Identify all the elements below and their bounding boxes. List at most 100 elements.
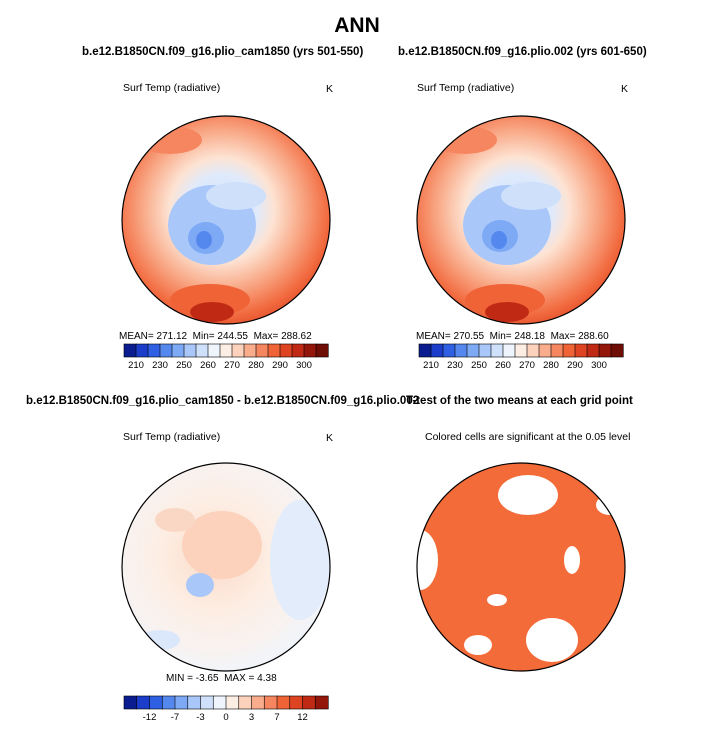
panel-2-colorbar: 210 230 250 260 270 280 290 300 <box>418 343 624 371</box>
panel-3-variable: Surf Temp (radiative) <box>123 431 221 443</box>
colorbar-cell <box>538 343 552 358</box>
panel-1-units: K <box>326 83 334 95</box>
colorbar-cell <box>289 695 304 710</box>
max-label: Max= <box>550 331 576 342</box>
panel-2-stats: MEAN= 270.55 Min= 248.18 Max= 288.60 <box>416 331 609 342</box>
colorbar-cell <box>574 343 588 358</box>
colorbar-tick-label: 270 <box>519 360 535 371</box>
max-value: 288.60 <box>578 331 609 342</box>
colorbar-cell <box>454 343 468 358</box>
colorbar-cell <box>207 343 221 358</box>
colorbar-cell <box>136 695 151 710</box>
colorbar-tick-label: 7 <box>274 712 279 723</box>
panel-2-map <box>416 115 626 325</box>
panel-2-title: b.e12.B1850CN.f09_g16.plio.002 (yrs 601-… <box>398 46 647 58</box>
panel-4-field <box>417 463 625 671</box>
colorbar-cell <box>586 343 600 358</box>
colorbar-tick-label: 260 <box>200 360 216 371</box>
colorbar-tick-label: 300 <box>591 360 607 371</box>
colorbar-cell <box>212 695 227 710</box>
panel-2-units: K <box>621 83 629 95</box>
diff-min-value: -3.65 <box>195 673 219 684</box>
colorbar-cell <box>598 343 612 358</box>
colorbar-cell <box>174 695 189 710</box>
colorbar-cell <box>291 343 305 358</box>
mean-label: MEAN= <box>416 331 451 342</box>
colorbar-tick-label: -3 <box>196 712 204 723</box>
diff-max-value: 4.38 <box>257 673 277 684</box>
colorbar-cell <box>562 343 576 358</box>
colorbar-cell <box>147 343 161 358</box>
colorbar-cell <box>315 343 329 358</box>
colorbar-tick-label: 260 <box>495 360 511 371</box>
mean-label: MEAN= <box>119 331 154 342</box>
colorbar-cell <box>550 343 564 358</box>
colorbar-tick-label: 210 <box>423 360 439 371</box>
panel-1-title: b.e12.B1850CN.f09_g16.plio_cam1850 (yrs … <box>82 46 364 58</box>
colorbar-tick-label: 3 <box>249 712 254 723</box>
colorbar-tick-label: -12 <box>143 712 157 723</box>
colorbar-cell <box>195 343 209 358</box>
colorbar-cell <box>255 343 269 358</box>
colorbar-tick-label: 230 <box>152 360 168 371</box>
panel-2-variable: Surf Temp (radiative) <box>417 82 515 94</box>
colorbar-cell <box>161 695 176 710</box>
colorbar-cell <box>478 343 492 358</box>
colorbar-cell <box>418 343 432 358</box>
panel-3-colorbar: -12 -7 -3 0 3 7 12 <box>123 695 329 723</box>
panel-4-map <box>416 462 626 672</box>
colorbar-cell <box>267 343 281 358</box>
colorbar-tick-label: 290 <box>272 360 288 371</box>
colorbar-tick-label: 280 <box>248 360 264 371</box>
colorbar-cell <box>251 695 265 710</box>
colorbar-cell <box>490 343 504 358</box>
colorbar-cell <box>225 695 240 710</box>
mean-value: 271.12 <box>156 331 188 342</box>
panel-3-anomalies <box>140 500 330 650</box>
panel-4-border <box>416 462 626 672</box>
colorbar-tick-label: 0 <box>223 712 228 723</box>
panel-1-variable: Surf Temp (radiative) <box>123 82 221 94</box>
colorbar-cell <box>514 343 528 358</box>
panel-1-border <box>121 115 331 325</box>
panel-2-cold-anomalies <box>433 126 561 322</box>
diff-max-label: MAX = <box>224 673 255 684</box>
colorbar-tick-label: 280 <box>543 360 559 371</box>
panel-1-colorbar: 210 230 250 260 270 280 290 300 <box>123 343 329 371</box>
colorbar-cell <box>502 343 516 358</box>
panel-4-title: T-test of the two means at each grid poi… <box>406 395 633 407</box>
colorbar-cell <box>187 695 202 710</box>
colorbar-cell <box>149 695 163 710</box>
colorbar-tick-label: 12 <box>297 712 308 723</box>
colorbar-cell <box>466 343 480 358</box>
colorbar-tick-label: 250 <box>176 360 192 371</box>
colorbar-cell <box>610 343 624 358</box>
max-value: 288.62 <box>281 331 312 342</box>
colorbar-cell <box>303 343 317 358</box>
panel-3-units: K <box>326 432 334 444</box>
min-label: Min= <box>489 331 512 342</box>
colorbar-cell <box>159 343 173 358</box>
colorbar-tick-label: 250 <box>471 360 487 371</box>
panel-3-border <box>121 462 331 672</box>
colorbar-tick-label: 210 <box>128 360 144 371</box>
colorbar-cell <box>243 343 257 358</box>
panel-3-stats: MIN = -3.65 MAX = 4.38 <box>166 673 277 684</box>
mean-value: 270.55 <box>453 331 485 342</box>
colorbar-tick-label: 290 <box>567 360 583 371</box>
colorbar-cell <box>135 343 149 358</box>
min-label: Min= <box>192 331 215 342</box>
panel-2-border <box>416 115 626 325</box>
diff-min-label: MIN = <box>166 673 193 684</box>
colorbar-cell <box>238 695 253 710</box>
panel-3-title: b.e12.B1850CN.f09_g16.plio_cam1850 - b.e… <box>26 395 420 407</box>
panel-3-map <box>121 462 331 672</box>
colorbar-cell <box>526 343 540 358</box>
colorbar-cell <box>263 695 278 710</box>
colorbar-cell <box>219 343 233 358</box>
min-value: 248.18 <box>514 331 545 342</box>
max-label: Max= <box>253 331 279 342</box>
colorbar-cell <box>183 343 197 358</box>
